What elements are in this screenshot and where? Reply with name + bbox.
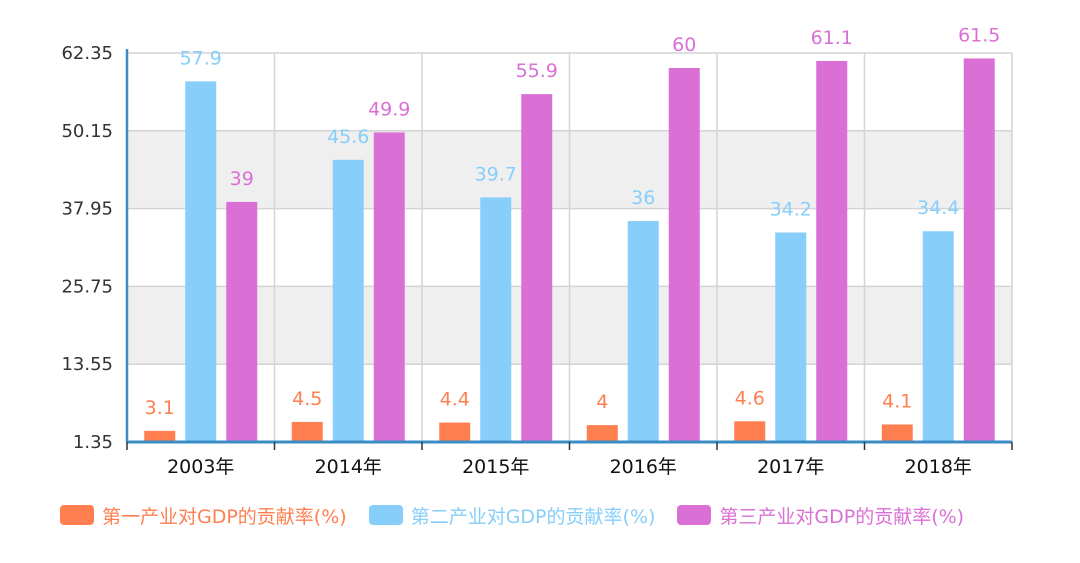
data-label: 55.9 (516, 60, 558, 82)
data-label: 36 (631, 187, 655, 209)
data-label: 4.5 (292, 388, 322, 410)
data-label: 4.6 (735, 387, 765, 409)
bar (816, 60, 848, 442)
bar (668, 67, 700, 442)
x-tick-label: 2015年 (462, 456, 529, 478)
bar (291, 421, 323, 442)
bar (185, 81, 217, 442)
legend-label-primary: 第一产业对GDP的贡献率(%) (102, 505, 347, 528)
bar (881, 424, 913, 442)
bar (586, 425, 618, 442)
data-label: 4 (596, 391, 608, 413)
bar (480, 197, 512, 442)
bar (144, 430, 176, 442)
legend-swatch-secondary (368, 505, 403, 525)
legend-swatch-primary (60, 505, 94, 525)
data-label: 34.2 (770, 199, 812, 221)
data-label: 49.9 (368, 98, 410, 120)
x-tick-label: 2014年 (315, 456, 382, 478)
data-label: 39 (230, 168, 254, 190)
x-tick-label: 2017年 (757, 456, 824, 478)
data-label: 39.7 (475, 163, 517, 185)
bar (373, 132, 405, 442)
legend-item-secondary[interactable]: 第二产业对GDP的贡献率(%) (368, 502, 656, 529)
data-label: 3.1 (145, 397, 175, 419)
data-label: 57.9 (180, 47, 222, 69)
bar-chart: 1.35 13.55 25.75 37.95 50.15 62.35 3.1 57.9 39 20… (61, 24, 1013, 478)
bar (332, 159, 364, 443)
bar (521, 94, 553, 443)
bar (734, 421, 766, 442)
legend-item-tertiary[interactable]: 第三产业对GDP的贡献率(%) (677, 502, 964, 529)
legend-item-primary[interactable]: 第一产业对GDP的贡献率(%) (60, 502, 347, 529)
legend-label-tertiary: 第三产业对GDP的贡献率(%) (719, 505, 965, 528)
x-tick-label: 2018年 (905, 456, 972, 478)
bar (775, 232, 807, 442)
bar (963, 58, 995, 442)
data-label: 61.5 (958, 24, 1000, 46)
legend-swatch-tertiary (677, 505, 712, 525)
bar (439, 422, 471, 442)
data-label: 4.4 (440, 389, 470, 411)
data-label: 45.6 (327, 126, 369, 148)
legend-label-secondary: 第二产业对GDP的贡献率(%) (410, 505, 656, 528)
y-tick-label: 37.95 (61, 199, 113, 220)
y-tick-label: 13.55 (61, 354, 113, 375)
legend: 第一产业对GDP的贡献率(%) 第二产业对GDP的贡献率(%) 第三产业对GDP… (60, 500, 964, 530)
bar (226, 201, 258, 442)
data-label: 61.1 (811, 27, 853, 49)
y-tick-label: 25.75 (61, 276, 113, 297)
y-tick-label: 50.15 (61, 121, 113, 142)
data-label: 34.4 (917, 197, 959, 219)
x-tick-label: 2003年 (167, 456, 234, 478)
bar (627, 221, 659, 442)
bar (922, 231, 954, 442)
y-tick-label: 1.35 (73, 432, 113, 453)
data-label: 60 (672, 34, 696, 56)
data-label: 4.1 (882, 390, 912, 412)
x-tick-label: 2016年 (610, 456, 677, 478)
y-tick-label: 62.35 (61, 43, 113, 64)
